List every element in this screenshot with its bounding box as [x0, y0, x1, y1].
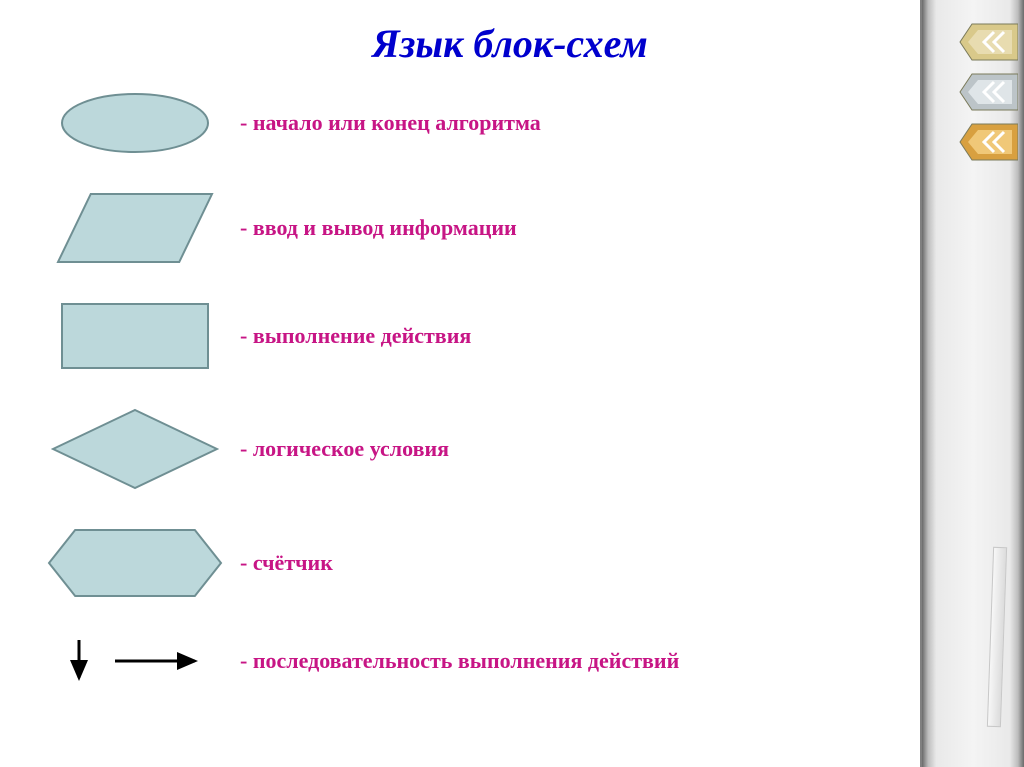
- legend-label: - последовательность выполнения действий: [240, 648, 679, 674]
- ribbon-decoration: [987, 547, 1007, 727]
- nav-chevron-icon[interactable]: [958, 20, 1018, 64]
- arrows-shape: [30, 636, 240, 686]
- page-title: Язык блок-схем: [110, 20, 910, 67]
- legend-row-rectangle: - выполнение действия: [30, 302, 910, 370]
- nav-chevron-icon[interactable]: [958, 120, 1018, 164]
- legend-row-arrows: - последовательность выполнения действий: [30, 636, 910, 686]
- legend-row-parallelogram: - ввод и вывод информации: [30, 192, 910, 264]
- legend-row-hexagon: - счётчик: [30, 528, 910, 598]
- ellipse-shape: [30, 92, 240, 154]
- legend-label: - ввод и вывод информации: [240, 215, 517, 241]
- rectangle-shape: [30, 302, 240, 370]
- parallelogram-shape: [30, 192, 240, 264]
- hexagon-shape: [30, 528, 240, 598]
- legend-label: - выполнение действия: [240, 323, 471, 349]
- legend-label: - начало или конец алгоритма: [240, 110, 541, 136]
- sidebar-panel: [920, 0, 1024, 767]
- legend-row-diamond: - логическое условия: [30, 408, 910, 490]
- nav-chevron-icon[interactable]: [958, 70, 1018, 114]
- legend-row-ellipse: - начало или конец алгоритма: [30, 92, 910, 154]
- diamond-shape: [30, 408, 240, 490]
- legend-label: - счётчик: [240, 550, 333, 576]
- legend-label: - логическое условия: [240, 436, 449, 462]
